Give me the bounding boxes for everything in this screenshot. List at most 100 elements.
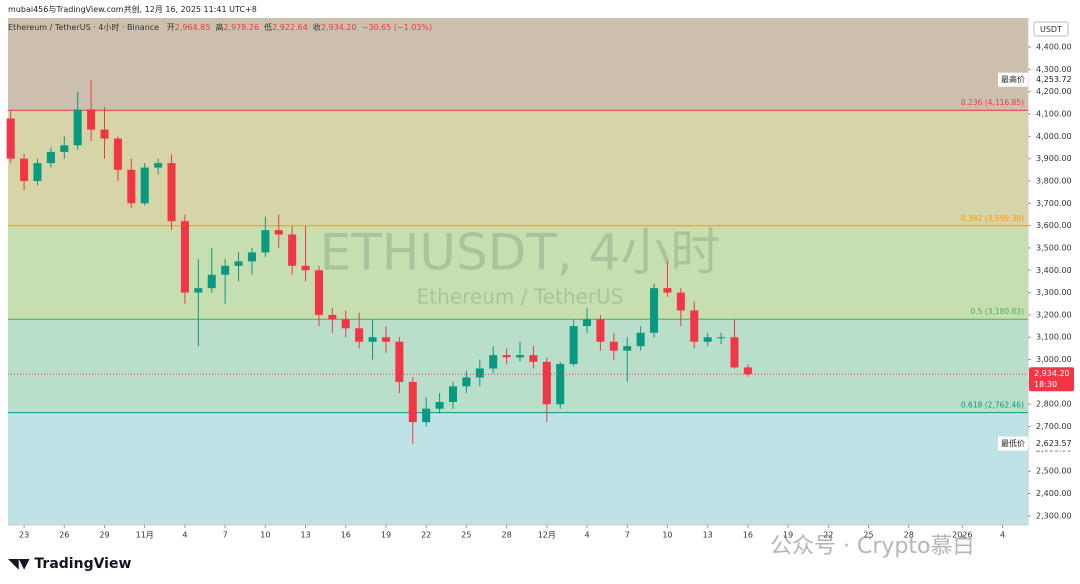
x-tick-label: 4 [1000,531,1005,540]
x-tick-label: 13 [300,531,310,540]
candle-body [87,109,96,130]
x-tick-label: 28 [502,531,512,540]
value: 2,964.85 [174,23,211,32]
label: 高 [215,23,224,32]
candle-body [194,288,203,293]
brand-text[interactable]: TradingView [34,556,132,572]
fib-label: 0.5 (3,180.83) [970,307,1024,316]
candle-body [113,138,122,170]
value: 2,922.64 [272,23,308,32]
candle-body [515,355,525,358]
x-tick-label: 12月 [538,531,556,540]
marker-tag [998,72,1028,87]
marker-value-box [1029,72,1080,87]
candle-body [623,346,632,351]
price-axis [1028,0,1080,545]
candle-body [328,314,337,320]
candle-body [221,265,230,275]
fib-zone [8,412,1028,525]
x-tick-label: 19 [381,531,391,540]
x-tick-label: 19 [783,531,793,540]
candle-body [717,337,726,339]
y-tick-label: 3,100.00 [1036,333,1072,342]
x-tick-label: 23 [19,531,29,540]
candle-body [368,337,377,342]
fib-zone [8,225,1028,320]
marker-value: 2,623.57 [1036,439,1072,448]
candle-body [355,328,364,342]
last-price-tag [1029,367,1074,392]
y-tick-label: 4,400.00 [1036,43,1072,52]
y-tick-label: 3,400.00 [1036,266,1072,275]
fib-zone [8,110,1028,226]
candle-body [288,234,297,266]
candle-body [583,319,592,327]
marker-value-box [1029,436,1080,451]
y-tick-label: 4,100.00 [1036,109,1072,118]
x-tick-label: 10 [662,531,672,540]
x-tick-label: 4 [182,531,187,540]
watermark: 公众号 · Crypto慕白 [770,534,975,559]
candle-body [529,355,538,362]
y-tick-label: 2,300.00 [1036,511,1072,520]
candle-body [140,167,149,204]
marker-name: 最低价 [1001,438,1025,448]
candle-body [46,151,55,164]
candle-body [462,377,471,387]
candle-body [261,230,270,253]
label: 收 [312,23,321,32]
watermark-title: ETHUSDT, 4小时 [320,224,721,282]
countdown: 18:30 [1034,380,1057,389]
x-tick-label: 25 [863,531,873,540]
candle-body [730,337,739,368]
candle-body [743,367,752,375]
symbol: Ethereum / TetherUS · 4小时 · Binance [8,23,160,32]
x-tick-label: 16 [341,531,351,540]
marker-name: 最高价 [1001,74,1025,84]
x-tick-label: 4 [584,531,589,540]
change: −30.65 (−1.03%) [361,23,433,32]
y-tick-label: 3,300.00 [1036,288,1072,297]
x-tick-label: 7 [223,531,228,540]
candle-body [127,169,136,204]
fib-zone [8,18,1028,111]
candle-body [314,270,323,315]
fib-label: 0.382 (3,599.38) [961,214,1024,223]
x-tick-label: 2026 [952,531,972,540]
currency-box [1033,21,1069,37]
candle-body [676,292,685,311]
candle-body [60,145,69,152]
candle-body [381,337,390,342]
x-tick-label: 13 [703,531,713,540]
candle-body [703,337,712,342]
candle-body [650,288,659,333]
y-tick-label: 2,700.00 [1036,422,1072,431]
x-tick-label: 29 [99,531,109,540]
y-tick-label: 2,500.00 [1036,467,1072,476]
candle-body [489,355,498,369]
fib-zone [8,319,1028,413]
candle-body [6,118,15,159]
candle-body [274,230,283,235]
candle-body [475,368,484,378]
ohlc-header: Ethereum / TetherUS · 4小时 · Binance 开2,9… [8,22,432,33]
candle-body [341,319,350,329]
candle-body [636,332,645,347]
candle-body [556,364,565,405]
marker-value: 4,253.72 [1036,75,1072,84]
top-note: mubai456与TradingView.com共创, 12月 16, 2025… [8,5,257,14]
currency: USDT [1040,25,1062,34]
candle-body [247,252,256,262]
candle-body [301,265,310,271]
candle-body [395,341,404,382]
candle-body [167,163,176,222]
x-tick-label: 26 [59,531,69,540]
x-tick-label: 25 [461,531,471,540]
x-tick-label: 11月 [136,531,154,540]
x-tick-label: 22 [823,531,833,540]
candle-body [234,261,243,266]
candle-body [663,288,672,293]
brand[interactable]: ◥▼ TradingView [8,556,132,572]
